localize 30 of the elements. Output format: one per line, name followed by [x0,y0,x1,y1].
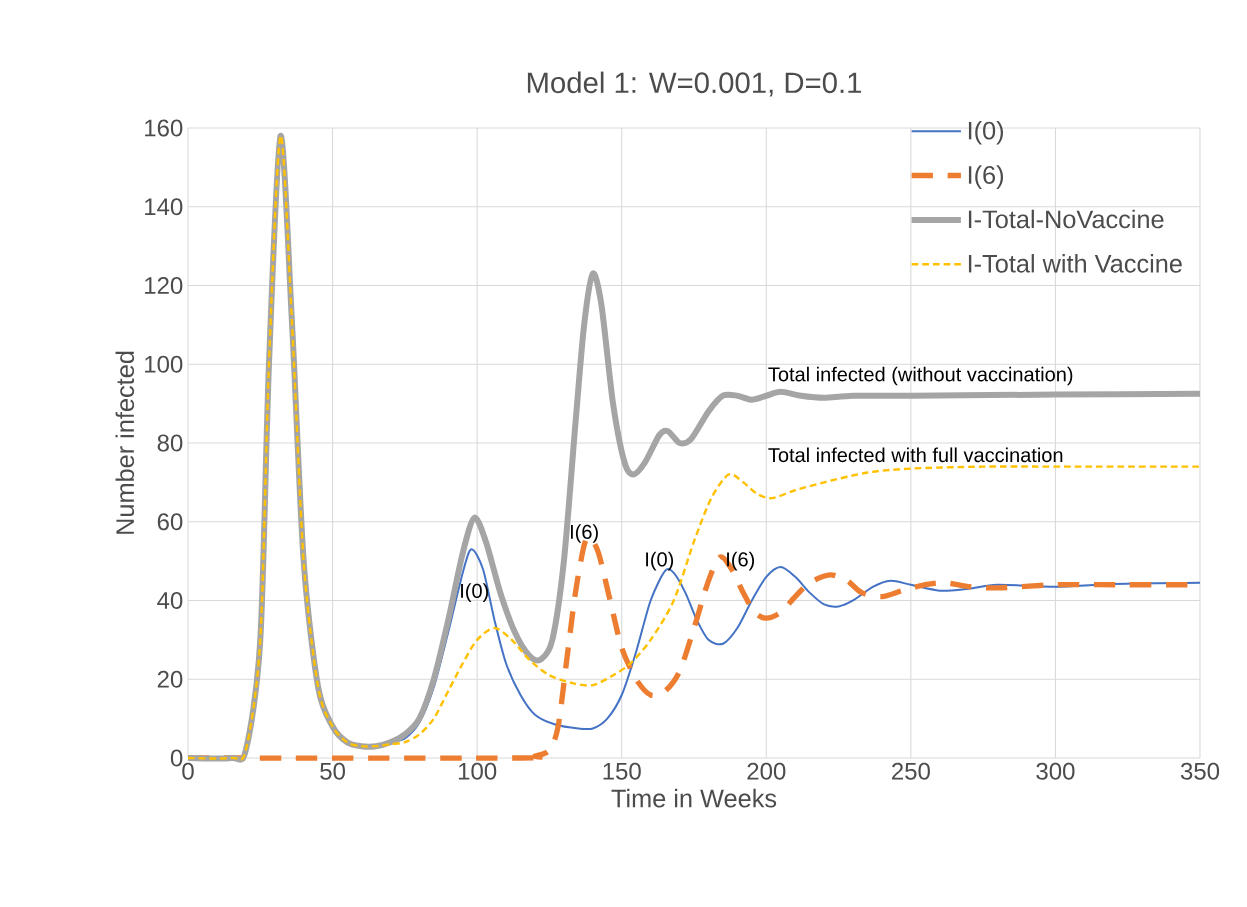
legend-label: I(0) [968,120,1004,145]
y-tick-label: 60 [157,513,183,531]
x-tick-label: 100 [458,762,497,780]
legend-label: I-Total with Vaccine [968,254,1182,273]
legend-label: I(6) [968,165,1004,189]
annotation: Total infected with full vaccination [768,447,1063,463]
x-tick-label: 250 [892,762,930,780]
y-tick-label: 140 [145,198,183,216]
x-tick-label: 150 [603,762,641,780]
y-axis-title: Number infected [115,351,135,534]
y-tick-label: 40 [157,591,183,609]
x-tick-label: 300 [1036,762,1075,780]
chart-title: Model 1: W=0.001, D=0.1 [527,71,862,97]
legend-label: I-Total-NoVaccine [968,209,1164,229]
annotation: I(0) [646,551,674,571]
annotation: Total infected (without vaccination) [768,366,1073,386]
x-axis-title: Time in Weeks [611,788,777,808]
y-tick-label: 20 [157,670,183,688]
y-tick-label: 160 [145,119,183,137]
annotation: I(0) [461,583,489,602]
annotation: I(6) [727,551,755,571]
annotation: I(6) [570,524,598,543]
x-tick-label: 200 [747,762,786,780]
x-tick-label: 50 [320,762,345,780]
y-tick-label: 100 [145,355,183,373]
y-tick-label: 80 [157,434,183,452]
y-tick-label: 120 [145,276,183,294]
y-tick-label: 0 [170,749,183,767]
x-tick-label: 0 [182,762,194,780]
x-tick-label: 350 [1180,762,1220,780]
